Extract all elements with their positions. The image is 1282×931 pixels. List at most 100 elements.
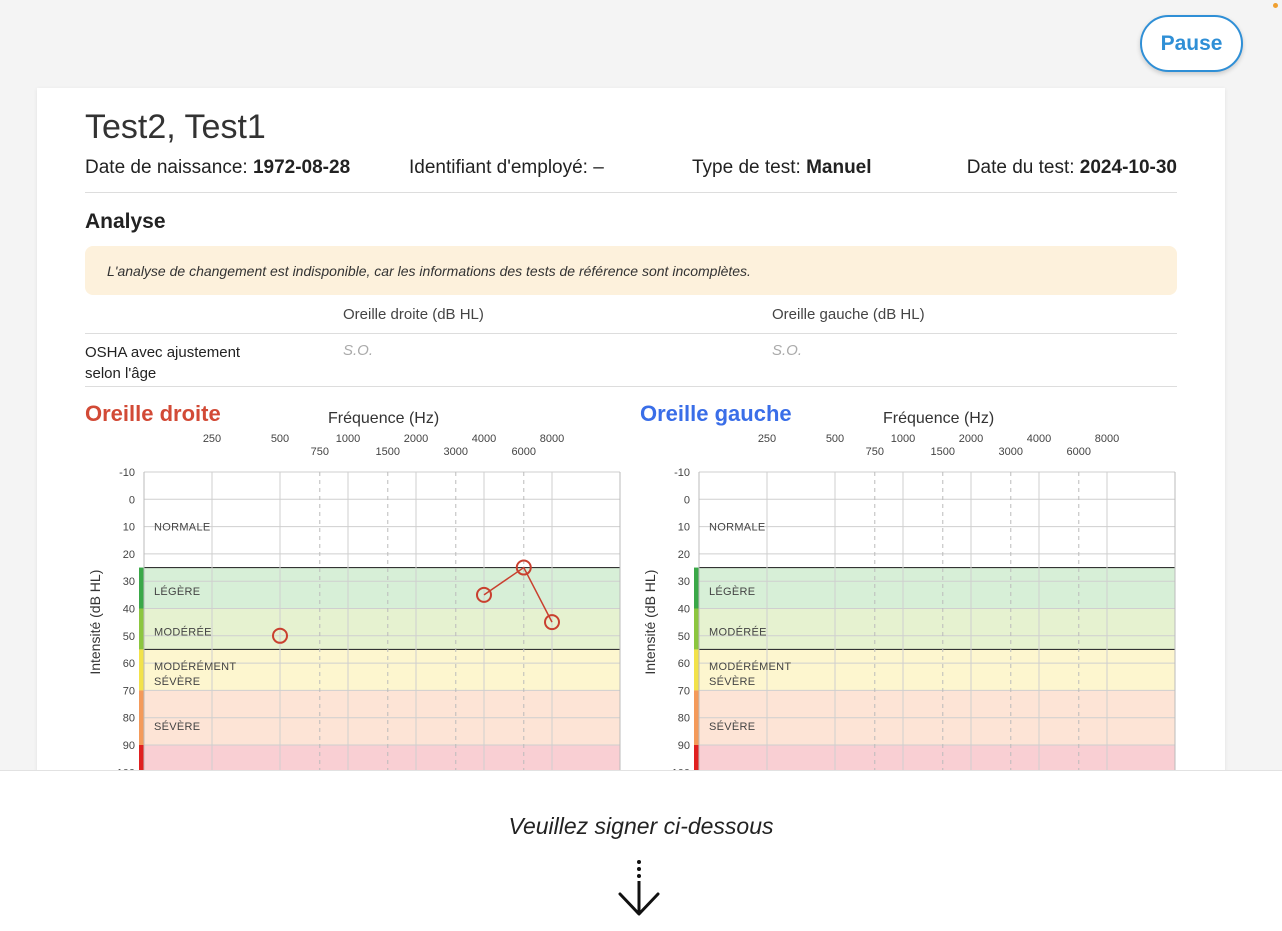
y-axis-label: Intensité (dB HL) <box>87 570 103 675</box>
x-tick-label: 250 <box>758 433 776 445</box>
x-tick-label-minor: 1500 <box>376 446 400 458</box>
divider <box>85 192 1177 193</box>
category-label: LÉGÈRE <box>709 585 755 598</box>
category-label: SÉVÈRE <box>709 675 755 688</box>
zone-color-bar <box>694 649 699 691</box>
x-tick-label: 2000 <box>959 433 983 445</box>
status-dot <box>1273 3 1278 8</box>
x-tick-label: 500 <box>826 433 844 445</box>
threshold-point <box>272 627 288 644</box>
col-header-left-ear: Oreille gauche (dB HL) <box>772 306 925 323</box>
y-tick-label: 30 <box>678 576 690 588</box>
left-ear-title: Oreille gauche <box>640 401 792 426</box>
dob-info: Date de naissance: 1972-08-28 <box>85 157 350 179</box>
y-tick-label: 60 <box>123 658 135 670</box>
employee-id-label: Identifiant d'employé: <box>409 157 588 178</box>
zone-color-bar <box>694 690 699 745</box>
x-tick-label: 2000 <box>404 433 428 445</box>
x-tick-label-minor: 3000 <box>444 446 468 458</box>
col-header-right-ear: Oreille droite (dB HL) <box>343 306 484 323</box>
x-tick-label: 1000 <box>336 433 360 445</box>
zone-color-bar <box>139 649 144 691</box>
x-tick-label-minor: 3000 <box>999 446 1023 458</box>
category-label: MODÉRÉE <box>154 626 212 639</box>
x-tick-label-minor: 750 <box>311 446 329 458</box>
test-date-value: 2024-10-30 <box>1079 157 1177 178</box>
analysis-notice: L'analyse de changement est indisponible… <box>85 246 1177 295</box>
y-tick-label: 20 <box>123 549 135 561</box>
y-tick-label: -10 <box>674 467 690 479</box>
patient-name: Test2, Test1 <box>85 108 266 146</box>
category-label: SÉVÈRE <box>709 720 755 733</box>
y-tick-label: 30 <box>123 576 135 588</box>
y-tick-label: 10 <box>678 522 690 534</box>
right-freq-title: Fréquence (Hz) <box>328 410 440 427</box>
x-tick-label: 8000 <box>540 433 564 445</box>
pause-button[interactable]: Pause <box>1140 15 1243 72</box>
dob-label: Date de naissance: <box>85 157 248 178</box>
zone-color-bar <box>139 567 144 609</box>
report-card: Test2, Test1 Date de naissance: 1972-08-… <box>37 88 1225 808</box>
zone-color-bar <box>139 690 144 745</box>
left-ear-audiogram: -100102030405060708090100250500100020004… <box>642 433 1176 808</box>
patient-info: Date de naissance: 1972-08-28 Identifian… <box>85 157 1177 183</box>
signature-panel: Veuillez signer ci-dessous <box>0 770 1282 931</box>
x-tick-label-minor: 6000 <box>1067 446 1091 458</box>
y-tick-label: 40 <box>123 604 135 616</box>
dotted-down-arrow-icon <box>618 860 660 916</box>
x-tick-label-minor: 1500 <box>931 446 955 458</box>
signature-prompt: Veuillez signer ci-dessous <box>508 813 774 839</box>
zone-band <box>144 472 620 568</box>
y-tick-label: 10 <box>123 522 135 534</box>
employee-id-info: Identifiant d'employé: – <box>409 157 604 179</box>
right-ear-title: Oreille droite <box>85 401 221 426</box>
threshold-point <box>515 559 532 576</box>
x-tick-label: 4000 <box>472 433 496 445</box>
y-tick-label: -10 <box>119 467 135 479</box>
threshold-point <box>476 586 492 603</box>
category-label: NORMALE <box>709 522 766 534</box>
x-tick-label: 500 <box>271 433 289 445</box>
y-tick-label: 90 <box>678 740 690 752</box>
y-tick-label: 70 <box>678 685 690 697</box>
y-tick-label: 0 <box>684 494 690 506</box>
zone-band <box>699 649 1175 691</box>
analysis-notice-text: L'analyse de changement est indisponible… <box>107 262 751 279</box>
y-tick-label: 90 <box>123 740 135 752</box>
employee-id-value: – <box>593 157 604 178</box>
category-label: SÉVÈRE <box>154 675 200 688</box>
x-tick-label: 250 <box>203 433 221 445</box>
test-date-info: Date du test: 2024-10-30 <box>967 157 1177 179</box>
threshold-line <box>483 566 553 623</box>
x-tick-label: 4000 <box>1027 433 1051 445</box>
test-date-label: Date du test: <box>966 157 1075 178</box>
category-label: NORMALE <box>154 522 211 534</box>
zone-band <box>699 472 1175 568</box>
x-tick-label-minor: 750 <box>866 446 884 458</box>
table-divider <box>85 333 1177 334</box>
zone-band <box>144 567 620 609</box>
zone-band <box>144 608 620 650</box>
osha-row-label: OSHA avec ajustement selon l'âge <box>85 344 241 382</box>
zone-band <box>699 567 1175 609</box>
test-type-value: Manuel <box>806 157 872 178</box>
left-freq-title: Fréquence (Hz) <box>883 410 995 427</box>
test-type-label: Type de test: <box>692 157 801 178</box>
osha-right-value: S.O. <box>343 342 374 359</box>
zone-band <box>144 649 620 691</box>
y-tick-label: 50 <box>678 631 690 643</box>
y-tick-label: 80 <box>123 713 135 725</box>
x-tick-label: 1000 <box>891 433 915 445</box>
zone-color-bar <box>694 608 699 650</box>
zone-band <box>699 608 1175 650</box>
x-tick-label-minor: 6000 <box>512 446 536 458</box>
y-tick-label: 0 <box>129 494 135 506</box>
y-tick-label: 70 <box>123 685 135 697</box>
category-label: MODÉRÉMENT <box>154 660 236 673</box>
y-tick-label: 80 <box>678 713 690 725</box>
y-axis-label: Intensité (dB HL) <box>642 570 658 675</box>
y-tick-label: 40 <box>678 604 690 616</box>
y-tick-label: 50 <box>123 631 135 643</box>
test-type-info: Type de test: Manuel <box>692 157 872 179</box>
right-ear-audiogram: -100102030405060708090100250500100020004… <box>87 433 621 808</box>
